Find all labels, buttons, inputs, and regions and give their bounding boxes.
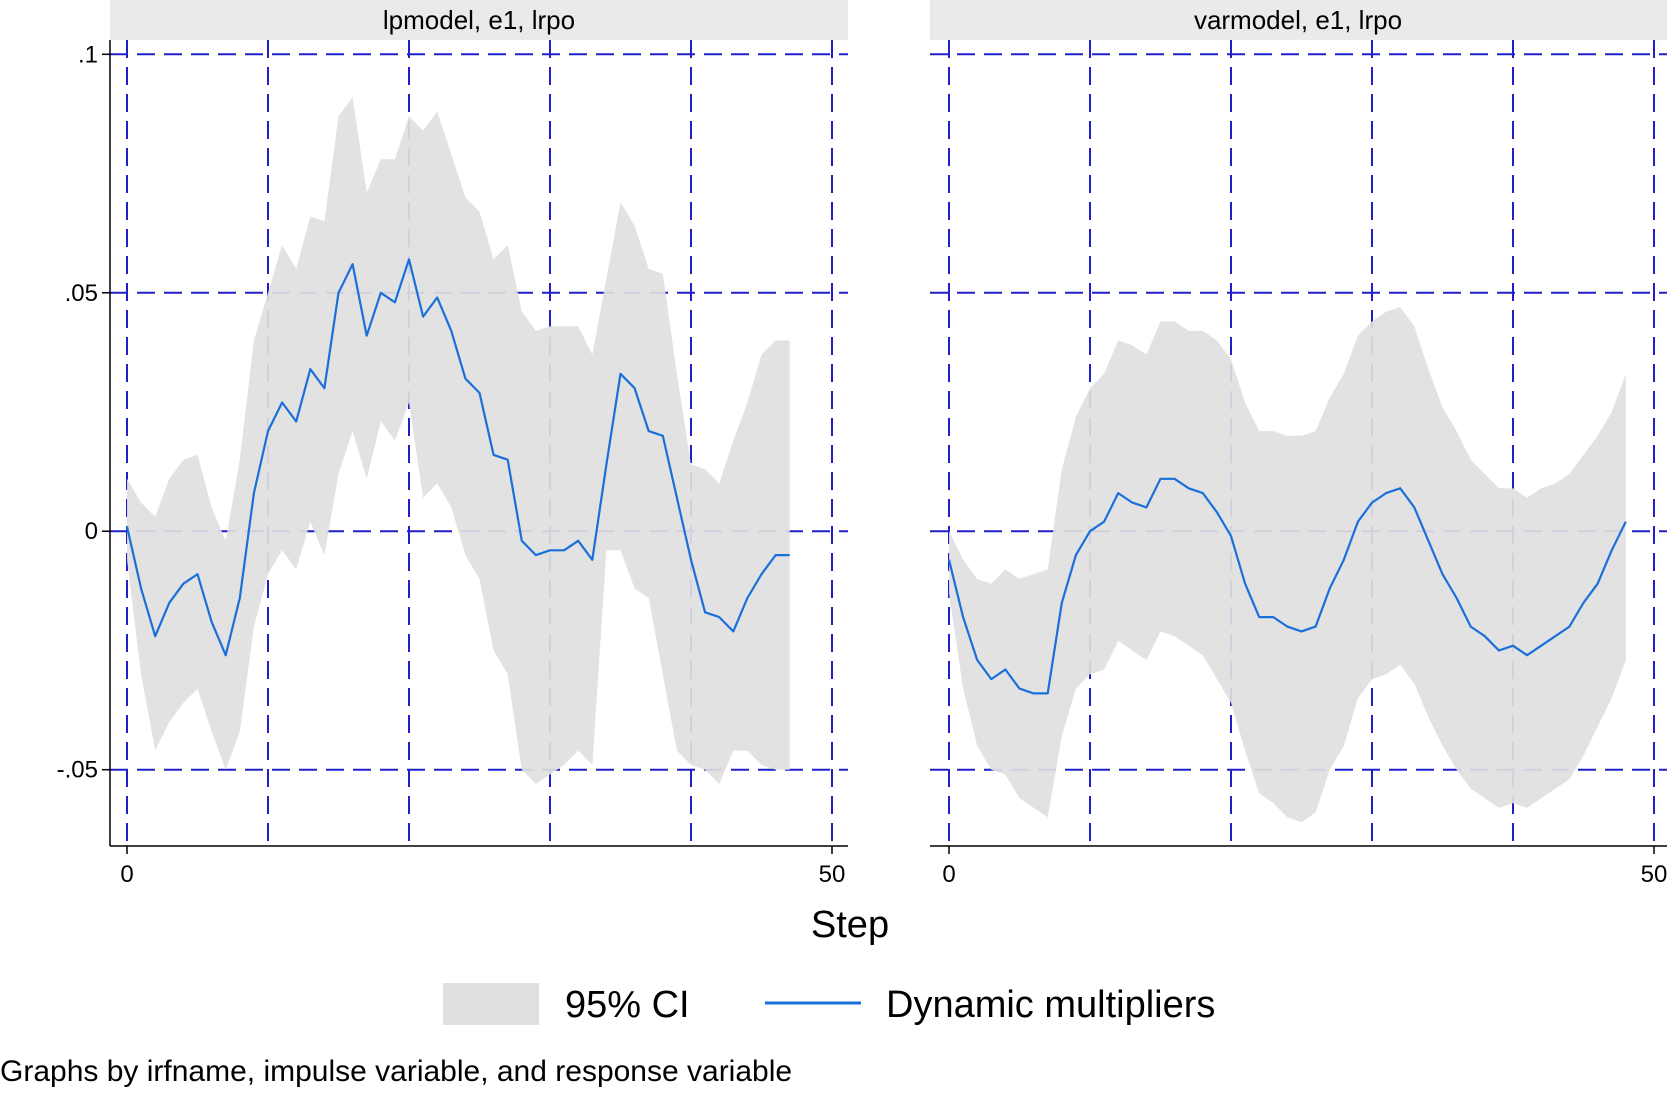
legend-line-label: Dynamic multipliers <box>886 984 1215 1026</box>
y-tick-label: -.05 <box>57 757 98 784</box>
x-tick-label: 0 <box>942 861 955 888</box>
panel-title: lpmodel, e1, lrpo <box>383 5 575 35</box>
ci-band <box>127 97 790 784</box>
legend-ci-swatch <box>443 983 539 1025</box>
ci-band-layer <box>949 307 1626 823</box>
y-tick-label: .05 <box>65 280 98 307</box>
panel-title: varmodel, e1, lrpo <box>1194 5 1402 35</box>
axis-layer: 0 50 <box>930 845 1667 888</box>
x-tick-label: 50 <box>819 861 846 888</box>
panel-strip <box>930 0 1667 40</box>
legend-ci-label: 95% CI <box>565 984 690 1026</box>
panel-lpmodel: lpmodel, e1, lrpo 0 50 .1 .05 0 -.05 <box>57 0 848 888</box>
x-axis-title: Step <box>811 904 889 946</box>
ci-band-layer <box>127 97 790 784</box>
y-tick-label: .1 <box>78 41 98 68</box>
y-tick-label: 0 <box>85 518 98 545</box>
x-tick-label: 0 <box>120 861 133 888</box>
dynamic-multipliers-line <box>125 258 790 657</box>
panel-strip <box>110 0 848 40</box>
line-layer <box>125 258 790 657</box>
x-tick-label: 50 <box>1641 861 1667 888</box>
ci-band <box>949 307 1626 823</box>
legend: 95% CI Dynamic multipliers <box>443 983 1215 1026</box>
dynamic-multipliers-line <box>947 477 1627 695</box>
panel-varmodel: varmodel, e1, lrpo 0 50 <box>930 0 1667 888</box>
line-layer <box>947 477 1627 695</box>
axis-layer: 0 50 .1 .05 0 -.05 <box>57 40 848 888</box>
graph-note: Graphs by irfname, impulse variable, and… <box>0 1055 793 1088</box>
